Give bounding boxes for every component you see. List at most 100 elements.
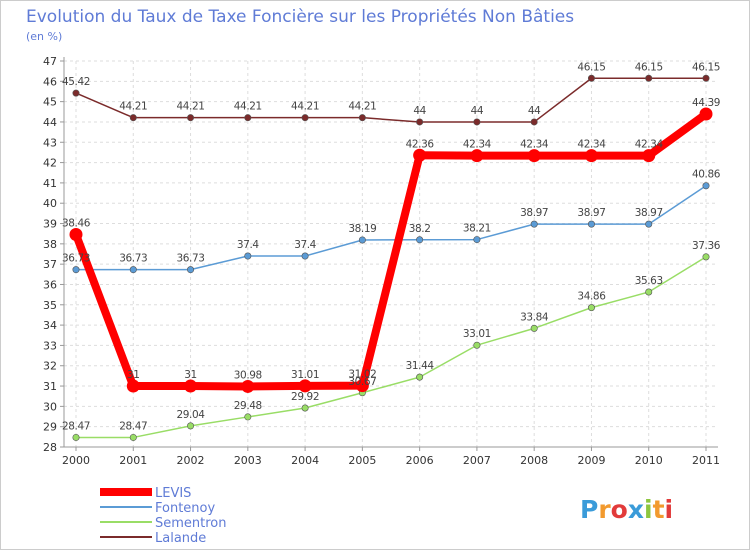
- point-sementron: [530, 324, 538, 332]
- y-tick-label: 39: [43, 218, 57, 231]
- data-label-levis: 42.34: [463, 139, 492, 151]
- point-fontenoy: [187, 266, 195, 274]
- data-label-sementron: 29.04: [177, 409, 206, 421]
- data-label-levis: 31.02: [348, 369, 376, 381]
- point-lalande: [301, 114, 309, 122]
- data-label-levis: 42.34: [635, 139, 664, 151]
- series-line-lalande: [75, 77, 706, 123]
- point-levis: [642, 149, 656, 163]
- y-tick-label: 43: [43, 136, 57, 149]
- point-fontenoy: [358, 236, 366, 244]
- data-label-fontenoy: 37.4: [294, 239, 316, 251]
- data-label-fontenoy: 36.73: [119, 253, 147, 265]
- data-label-sementron: 35.63: [635, 275, 663, 287]
- y-tick-label: 40: [43, 197, 57, 210]
- series-line-sementron: [76, 256, 707, 439]
- point-fontenoy: [530, 220, 538, 228]
- point-levis: [413, 148, 427, 162]
- y-tick-label: 47: [43, 55, 57, 68]
- data-label-levis: 44.39: [692, 97, 720, 109]
- point-lalande: [72, 89, 80, 97]
- y-tick-label: 31: [43, 380, 57, 393]
- point-levis: [527, 149, 541, 163]
- data-label-sementron: 30.67: [348, 376, 376, 388]
- data-label-lalande: 44: [528, 105, 541, 117]
- proxiti-logo-letter: P: [580, 495, 598, 524]
- data-label-sementron: 34.86: [577, 291, 606, 303]
- data-label-fontenoy: 37.4: [237, 239, 259, 251]
- data-label-levis: 31: [127, 369, 140, 381]
- data-label-lalande: 44.21: [291, 101, 319, 113]
- point-sementron: [645, 288, 653, 296]
- y-tick-label: 37: [43, 258, 57, 271]
- legend-label-levis: LEVIS: [155, 486, 191, 501]
- data-label-levis: 31: [184, 369, 197, 381]
- proxiti-logo-letter: o: [611, 495, 628, 524]
- point-lalande: [702, 74, 710, 82]
- point-lalande: [587, 74, 595, 82]
- point-fontenoy: [72, 266, 80, 274]
- proxiti-logo-letter: i: [644, 495, 653, 524]
- series-line-levis: [72, 110, 709, 391]
- data-label-fontenoy: 38.2: [409, 223, 431, 235]
- data-label-sementron: 28.47: [119, 420, 147, 432]
- proxiti-logo-letter: x: [628, 495, 644, 524]
- data-label-lalande: 44.21: [119, 101, 147, 113]
- point-fontenoy: [473, 236, 481, 244]
- data-labels: 45.42 44.21 44.21 44.21 44.21 44.21 44 44 44 46.1…: [62, 61, 721, 432]
- chart-subtitle: (en %): [26, 30, 62, 43]
- point-fontenoy: [416, 236, 424, 244]
- data-label-lalande: 44.21: [234, 101, 262, 113]
- y-tick-label: 32: [43, 360, 57, 373]
- x-tick-label: 2004: [291, 454, 319, 467]
- data-label-levis: 38.46: [62, 217, 91, 229]
- proxiti-logo-text: Proxiti: [580, 495, 673, 524]
- data-label-sementron: 28.47: [62, 420, 90, 432]
- data-label-fontenoy: 36.73: [62, 253, 90, 265]
- data-label-levis: 31.01: [291, 369, 319, 381]
- y-tick-label: 34: [43, 319, 57, 332]
- y-tick-label: 45: [43, 96, 57, 109]
- point-fontenoy: [587, 220, 595, 228]
- chart-title: Evolution du Taux de Taxe Foncière sur l…: [26, 7, 574, 27]
- point-sementron: [301, 404, 309, 412]
- point-lalande: [473, 118, 481, 126]
- y-tick-label: 44: [43, 116, 57, 129]
- data-label-lalande: 46.15: [577, 61, 605, 73]
- series-group: [69, 74, 713, 441]
- x-tick-label: 2002: [177, 454, 205, 467]
- x-tick-label: 2009: [577, 454, 605, 467]
- x-tick-label: 2010: [635, 454, 663, 467]
- point-fontenoy: [645, 220, 653, 228]
- data-label-sementron: 33.84: [520, 311, 549, 323]
- point-lalande: [416, 118, 424, 126]
- point-lalande: [187, 114, 195, 122]
- legend-label-lalande: Lalande: [155, 531, 206, 546]
- point-lalande: [645, 74, 653, 82]
- point-levis: [184, 379, 198, 393]
- data-label-fontenoy: 38.97: [635, 207, 663, 219]
- y-tick-label: 36: [43, 278, 57, 291]
- proxiti-logo-letter: t: [653, 495, 665, 524]
- data-label-levis: 42.34: [577, 139, 606, 151]
- x-tick-label: 2008: [520, 454, 548, 467]
- point-sementron: [416, 373, 424, 381]
- point-fontenoy: [129, 266, 137, 274]
- x-tick-label: 2003: [234, 454, 262, 467]
- x-tick-label: 2005: [348, 454, 376, 467]
- data-label-sementron: 31.44: [406, 360, 435, 372]
- proxiti-logo-letter: r: [598, 495, 611, 524]
- data-label-lalande: 44: [413, 105, 426, 117]
- data-label-fontenoy: 38.19: [348, 223, 376, 235]
- point-fontenoy: [702, 182, 710, 190]
- data-label-sementron: 29.48: [234, 400, 262, 412]
- point-levis: [355, 379, 369, 393]
- data-label-levis: 42.34: [520, 139, 549, 151]
- point-lalande: [358, 114, 366, 122]
- data-label-sementron: 29.92: [291, 391, 319, 403]
- series-line-fontenoy: [76, 185, 707, 271]
- point-sementron: [702, 253, 710, 261]
- proxiti-logo: Proxiti: [580, 495, 673, 524]
